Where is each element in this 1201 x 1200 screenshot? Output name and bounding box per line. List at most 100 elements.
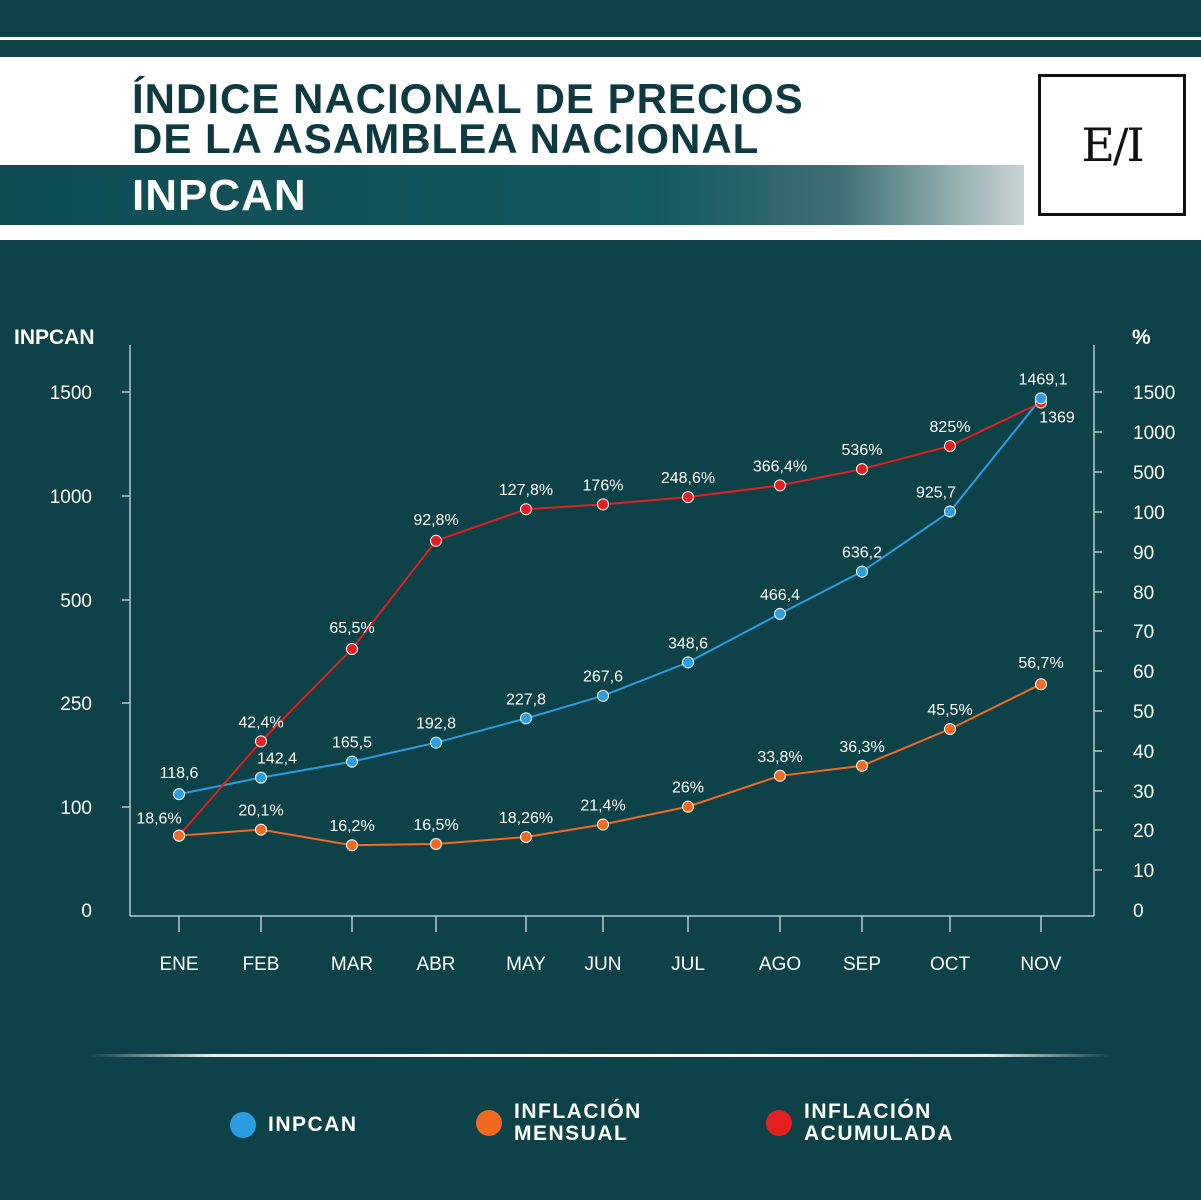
- x-tick-label: JUN: [585, 954, 622, 975]
- data-point-inflacion-acumulada: [255, 735, 267, 748]
- data-point-inpcan: [774, 607, 786, 620]
- data-point-inflacion-mensual: [1035, 678, 1047, 691]
- data-point-inflacion-mensual: [856, 759, 868, 772]
- data-point-inpcan: [255, 771, 267, 784]
- legend-dot-inflacion-acumulada: [766, 1110, 792, 1136]
- data-label-inflacion-acumulada: 248,6%: [661, 470, 715, 487]
- data-point-inflacion-mensual: [682, 800, 694, 813]
- data-label-inflacion-acumulada: 42,4%: [238, 714, 283, 731]
- legend-item-inflacion-mensual: INFLACIÓN MENSUAL: [476, 1101, 664, 1145]
- y-tick-label-left: 100: [60, 798, 92, 819]
- data-point-inflacion-acumulada: [597, 498, 609, 511]
- data-label-inpcan: 925,7: [916, 484, 956, 501]
- y-tick-label-right: 500: [1133, 463, 1165, 484]
- x-tick-label: NOV: [1020, 954, 1062, 975]
- data-label-inflacion-acumulada: 127,8%: [499, 482, 553, 499]
- legend-dot-inflacion-mensual: [476, 1110, 502, 1136]
- data-label-inpcan: 142,4: [257, 751, 297, 768]
- y-tick-label-left: 1500: [50, 383, 92, 404]
- subtitle-band: [0, 165, 1201, 225]
- x-tick-label: ABR: [416, 954, 455, 975]
- logo-box: [1024, 57, 1201, 240]
- top-rule: [0, 37, 1201, 40]
- y-tick-label-right: 60: [1133, 662, 1154, 683]
- y-tick-label-right: 1500: [1133, 383, 1175, 404]
- data-label-inflacion-mensual: 16,5%: [413, 817, 458, 834]
- y-tick-label-right: 40: [1133, 742, 1154, 763]
- y-tick-label-right: 1000: [1133, 423, 1175, 444]
- y-tick-label-right: 80: [1133, 583, 1154, 604]
- data-label-inflacion-mensual: 56,7%: [1018, 655, 1063, 672]
- data-label-inflacion-mensual: 36,3%: [839, 739, 884, 756]
- title-line-1: ÍNDICE NACIONAL DE PRECIOS: [132, 75, 804, 122]
- x-tick-label: JUL: [671, 954, 705, 975]
- data-label-inflacion-acumulada: 366,4%: [753, 458, 807, 475]
- x-tick-label: ENE: [159, 954, 198, 975]
- data-label-inflacion-mensual: 18,6%: [136, 811, 181, 828]
- data-point-inpcan: [430, 736, 442, 749]
- data-label-inflacion-acumulada: 825%: [930, 419, 971, 436]
- title-line-2: DE LA ASAMBLEA NACIONAL: [132, 115, 760, 162]
- y-axis-left-title: INPCAN: [14, 326, 95, 349]
- data-label-inpcan: 118,6: [160, 765, 199, 782]
- data-label-inflacion-mensual: 33,8%: [757, 749, 802, 766]
- data-label-inpcan: 348,6: [668, 635, 708, 652]
- y-tick-label-right: 90: [1133, 543, 1154, 564]
- data-label-inflacion-acumulada: 1369: [1039, 409, 1075, 426]
- data-point-inflacion-acumulada: [856, 463, 868, 476]
- data-point-inflacion-mensual: [774, 769, 786, 782]
- y-tick-label-left: 1000: [50, 487, 92, 508]
- data-point-inflacion-mensual: [944, 723, 956, 735]
- header-bottom-rule: [0, 225, 1201, 240]
- y-tick-label-right: 100: [1133, 503, 1165, 524]
- data-point-inflacion-acumulada: [682, 491, 694, 504]
- data-point-inpcan: [520, 712, 532, 725]
- y-axis-right-title: %: [1132, 326, 1151, 349]
- data-point-inpcan: [944, 505, 956, 518]
- y-tick-label-right: 20: [1133, 821, 1154, 842]
- y-tick-label-right: 50: [1133, 702, 1154, 723]
- y-tick-label-right: 30: [1133, 782, 1154, 803]
- data-label-inpcan: 165,5: [332, 735, 372, 752]
- data-point-inflacion-mensual: [173, 829, 185, 842]
- logo: E/I: [1038, 74, 1186, 216]
- data-point-inflacion-mensual: [520, 830, 532, 843]
- data-label-inflacion-mensual: 45,5%: [927, 702, 972, 719]
- data-label-inflacion-mensual: 18,26%: [499, 810, 553, 827]
- data-point-inflacion-acumulada: [520, 503, 532, 516]
- x-tick-label: MAY: [506, 954, 546, 975]
- legend-label-inpcan: INPCAN: [268, 1113, 358, 1136]
- legend-divider: [90, 1054, 1110, 1057]
- y-tick-label-right: 0: [1133, 901, 1144, 922]
- x-tick-label: FEB: [243, 954, 280, 975]
- data-point-inflacion-acumulada: [346, 643, 358, 655]
- data-point-inpcan: [597, 689, 609, 702]
- data-point-inflacion-acumulada: [774, 479, 786, 492]
- data-point-inpcan: [1035, 392, 1047, 405]
- y-tick-label-left: 0: [81, 901, 92, 922]
- series-line-inpcan: [178, 397, 1042, 796]
- data-label-inflacion-acumulada: 92,8%: [413, 512, 458, 529]
- header-band: [0, 57, 1201, 165]
- x-tick-label: MAR: [331, 954, 373, 975]
- data-point-inpcan: [346, 755, 358, 768]
- y-tick-label-left: 500: [60, 591, 92, 612]
- data-point-inflacion-mensual: [346, 839, 358, 852]
- x-tick-label: AGO: [759, 954, 801, 975]
- x-tick-label: SEP: [843, 954, 881, 975]
- legend-label-inflacion-acumulada: INFLACIÓN ACUMULADA: [804, 1100, 954, 1145]
- data-label-inpcan: 1469,1: [1019, 371, 1068, 388]
- y-tick-label-right: 10: [1133, 861, 1154, 882]
- data-label-inflacion-acumulada: 65,5%: [329, 620, 374, 637]
- series-line-inflacion-mensual: [178, 683, 1042, 847]
- data-label-inpcan: 227,8: [506, 691, 546, 708]
- subtitle: INPCAN: [132, 171, 307, 220]
- data-label-inflacion-acumulada: 176%: [583, 477, 624, 494]
- data-label-inflacion-mensual: 16,2%: [329, 818, 374, 835]
- data-point-inpcan: [856, 565, 868, 578]
- legend-label-inflacion-mensual: INFLACIÓN MENSUAL: [514, 1100, 642, 1145]
- data-label-inflacion-acumulada: 536%: [842, 442, 883, 459]
- series-line-inflacion-acumulada: [178, 401, 1042, 837]
- y-tick-label-right: 70: [1133, 622, 1154, 643]
